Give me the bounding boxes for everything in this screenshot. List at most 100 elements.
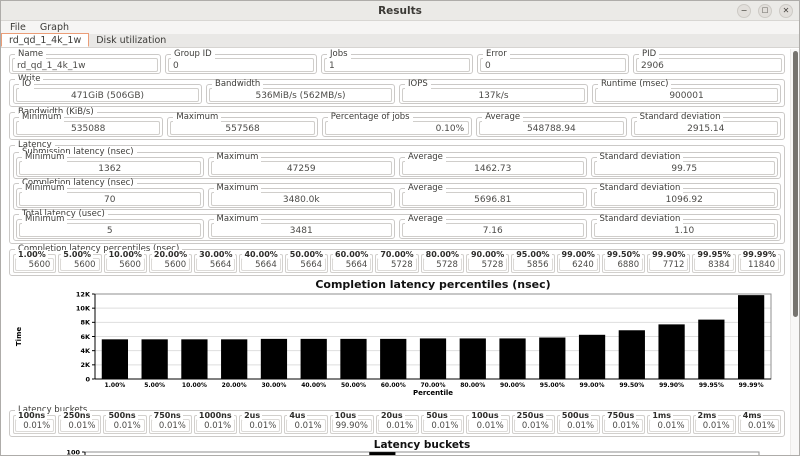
bucket-value-250us[interactable]: 0.01% (513, 419, 553, 432)
standard-deviation-entry[interactable]: 1.10 (593, 223, 775, 237)
tab-disk-utilization[interactable]: Disk utilization (96, 35, 167, 46)
pct-label-99-90: 99.90% (650, 250, 688, 259)
vertical-scrollbar[interactable] (790, 49, 799, 455)
minimum-entry[interactable]: 5 (19, 223, 201, 237)
runtime-msec-entry[interactable]: 900001 (595, 88, 778, 102)
pct-value-99-99[interactable]: 11840 (739, 258, 779, 271)
bucket-value-1ms[interactable]: 0.01% (649, 419, 689, 432)
bucket-value-2ms[interactable]: 0.01% (694, 419, 734, 432)
pct-value-20-00[interactable]: 5600 (150, 258, 191, 271)
bucket-value-50us[interactable]: 0.01% (423, 419, 463, 432)
titlebar[interactable]: Results − □ ✕ (1, 1, 799, 21)
average-entry[interactable]: 7.16 (402, 223, 584, 237)
pct-cell-10-00: 10.00% 5600 (103, 250, 147, 273)
total-latency-usec-fields: Minimum 5 Maximum 3481 Average 7.16 Standard d… (16, 215, 778, 239)
average-entry[interactable]: 1462.73 (402, 161, 584, 175)
bandwidth-entry[interactable]: 536MiB/s (562MB/s) (209, 88, 392, 102)
iops-entry[interactable]: 137k/s (402, 88, 585, 102)
scrollbar-thumb[interactable] (793, 51, 798, 317)
bar-99-00 (578, 334, 606, 379)
bar-1-00 (101, 339, 129, 379)
bucket-value-750us[interactable]: 0.01% (604, 419, 644, 432)
maximum-entry[interactable]: 557568 (170, 121, 315, 135)
minimum-entry[interactable]: 535088 (16, 121, 161, 135)
pct-cell-90-00: 90.00% 5728 (465, 250, 510, 273)
pct-value-10-00[interactable]: 5600 (105, 258, 145, 271)
tab-job-results[interactable]: rd_qd_1_4k_1w (1, 33, 90, 47)
bucket-value-100ns[interactable]: 0.01% (15, 419, 55, 432)
bucket-value-250ns[interactable]: 0.01% (60, 419, 100, 432)
pct-value-99-50[interactable]: 6880 (603, 258, 644, 271)
pct-value-70-00[interactable]: 5728 (377, 258, 417, 271)
percentage-of-jobs-entry[interactable]: 0.10% (324, 121, 470, 135)
bucket-value-4us[interactable]: 0.01% (286, 419, 326, 432)
y-tick-label: 2K (80, 361, 91, 369)
bucket-value-1000ns[interactable]: 0.01% (195, 419, 236, 432)
bucket-label-1000ns: 1000ns (196, 411, 234, 420)
percentage-of-jobs-label: Percentage of jobs (327, 113, 413, 122)
pct-value-40-00[interactable]: 5664 (241, 258, 281, 271)
bucket-value-10us[interactable]: 99.90% (331, 419, 372, 432)
menu-file[interactable]: File (10, 22, 26, 33)
write-fields: IO 471GiB (506GB) Bandwidth 536MiB/s (562MB… (13, 80, 781, 104)
standard-deviation-entry[interactable]: 2915.14 (633, 121, 778, 135)
error-entry[interactable]: 0 (480, 58, 626, 72)
bucket-cell-100ns: 100ns 0.01% (13, 411, 57, 434)
maximum-entry[interactable]: 3480.0k (210, 192, 392, 206)
average-entry[interactable]: 548788.94 (479, 121, 624, 135)
pct-value-60-00[interactable]: 5664 (332, 258, 372, 271)
chart-title: Latency buckets (374, 439, 470, 451)
bucket-value-500ns[interactable]: 0.01% (105, 419, 145, 432)
minimum-entry[interactable]: 1362 (19, 161, 201, 175)
bucket-value-750ns[interactable]: 0.01% (150, 419, 190, 432)
group-id-entry[interactable]: 0 (168, 58, 314, 72)
pct-value-90-00[interactable]: 5728 (467, 258, 508, 271)
field-pid: PID 2906 (633, 50, 785, 74)
name-entry[interactable]: rd_qd_1_4k_1w (12, 58, 158, 72)
field-average: Average 1462.73 (399, 153, 587, 177)
pct-value-30-00[interactable]: 5664 (196, 258, 236, 271)
minimum-entry[interactable]: 70 (19, 192, 201, 206)
average-entry[interactable]: 5696.81 (402, 192, 584, 206)
pct-value-80-00[interactable]: 5728 (422, 258, 462, 271)
pid-entry[interactable]: 2906 (636, 58, 782, 72)
percentile-cells: 1.00% 5600 5.00% 5600 10.00% 5600 20.00% 5600 30… (13, 250, 781, 273)
pct-value-1-00[interactable]: 5600 (15, 258, 55, 271)
maximum-entry[interactable]: 47259 (210, 161, 392, 175)
menu-graph[interactable]: Graph (39, 22, 70, 33)
pct-label-95-00: 95.00% (514, 250, 552, 259)
jobs-entry[interactable]: 1 (324, 58, 470, 72)
bucket-value-100us[interactable]: 0.01% (468, 419, 508, 432)
close-icon[interactable]: ✕ (779, 3, 793, 18)
standard-deviation-entry[interactable]: 99.75 (593, 161, 775, 175)
average-label: Average (405, 215, 446, 224)
x-tick-label: 99.00% (580, 382, 605, 389)
bucket-value-500us[interactable]: 0.01% (558, 419, 599, 432)
pct-cell-99-99: 99.99% 11840 (737, 250, 781, 273)
maximize-icon[interactable]: □ (758, 3, 772, 18)
pct-label-99-99: 99.99% (740, 250, 779, 259)
bucket-value-4ms[interactable]: 0.01% (739, 419, 779, 432)
maximum-entry[interactable]: 3481 (210, 223, 392, 237)
y-axis-label: Time (15, 327, 23, 346)
bucket-label-2ms: 2ms (695, 411, 719, 420)
results-content: Name rd_qd_1_4k_1w Group ID 0 Jobs 1 Error 0 PID… (1, 48, 799, 455)
percentiles-section-label: Completion latency percentiles (nsec) (15, 245, 183, 254)
pct-value-99-00[interactable]: 6240 (558, 258, 598, 271)
latency-group-total-latency-usec: Total latency (usec) Minimum 5 Maximum 3481 A… (13, 210, 781, 241)
standard-deviation-entry[interactable]: 1096.92 (593, 192, 775, 206)
io-entry[interactable]: 471GiB (506GB) (16, 88, 199, 102)
bandwidth-fields: Minimum 535088 Maximum 557568 Percentage of … (13, 113, 781, 137)
pct-value-50-00[interactable]: 5664 (286, 258, 327, 271)
bucket-value-2us[interactable]: 0.01% (241, 419, 281, 432)
minimize-icon[interactable]: − (737, 3, 751, 18)
maximum-label: Maximum (213, 215, 262, 224)
pct-label-40-00: 40.00% (242, 250, 280, 259)
bucket-value-20us[interactable]: 0.01% (377, 419, 418, 432)
pct-value-99-95[interactable]: 8384 (694, 258, 734, 271)
pct-value-5-00[interactable]: 5600 (60, 258, 100, 271)
average-label: Average (405, 184, 446, 193)
field-average: Average 5696.81 (399, 184, 587, 208)
pct-value-99-90[interactable]: 7712 (649, 258, 689, 271)
pct-value-95-00[interactable]: 5856 (513, 258, 553, 271)
